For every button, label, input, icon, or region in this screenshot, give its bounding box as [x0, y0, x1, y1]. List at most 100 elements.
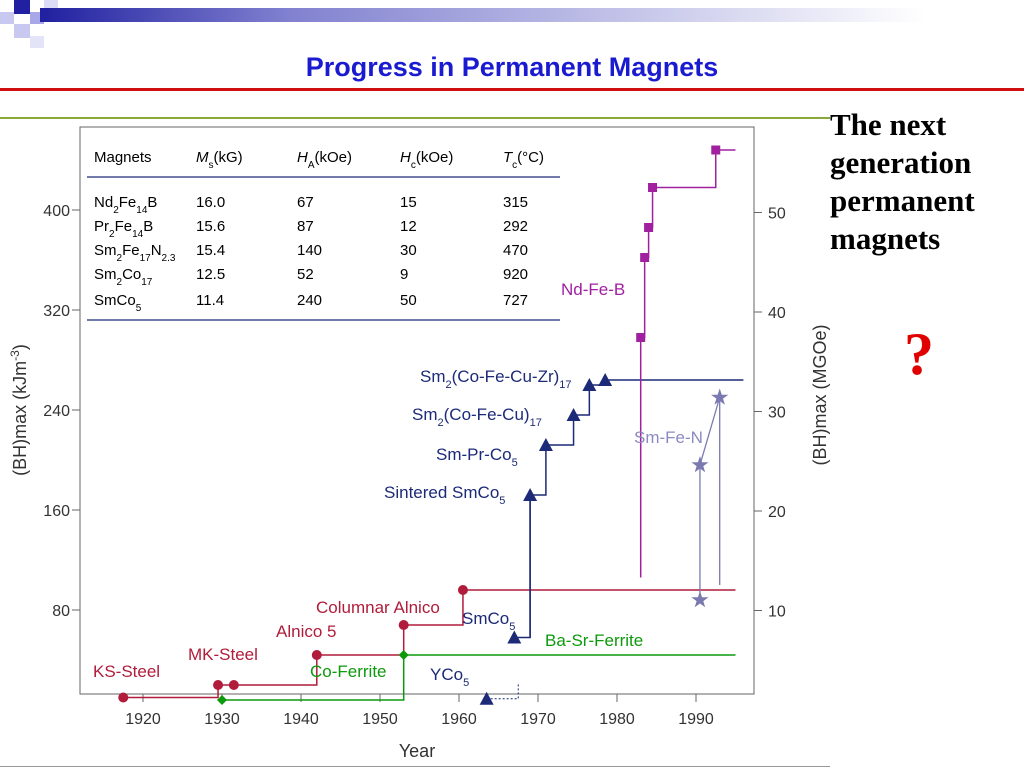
series-line	[222, 654, 736, 701]
data-point	[598, 373, 613, 386]
table-cell: 315	[503, 194, 528, 211]
x-tick-label: 1970	[520, 711, 556, 728]
slide-title: Progress in Permanent Magnets	[305, 52, 719, 82]
label-co-ferrite: Co-Ferrite	[310, 662, 387, 681]
table-cell: 30	[400, 242, 417, 259]
table-cell: 727	[503, 292, 528, 309]
data-point	[711, 388, 729, 405]
table-cell: 15.4	[196, 242, 225, 259]
table-cell: 292	[503, 218, 528, 235]
table-header-tc: Tc(°C)	[503, 149, 544, 171]
yco5-line	[486, 682, 519, 700]
data-point	[479, 691, 494, 705]
x-tick-label: 1990	[678, 711, 714, 728]
x-tick-label: 1960	[441, 711, 477, 728]
data-point	[566, 408, 581, 421]
table-cell: 67	[297, 194, 314, 211]
divider-line	[0, 117, 830, 119]
title-rule	[0, 88, 1024, 91]
y-right-tick-label: 40	[768, 305, 786, 322]
y-tick-label: 320	[43, 303, 70, 320]
label-smco5: SmCo5	[462, 609, 515, 633]
table-cell: 12	[400, 218, 417, 235]
series-line	[699, 397, 721, 600]
table-header-ms: Ms(kG)	[196, 149, 243, 171]
table-cell: 16.0	[196, 194, 225, 211]
table-cell-name: Sm2Fe17N2.3	[94, 242, 176, 264]
table-cell: 52	[297, 266, 314, 283]
data-point	[691, 456, 709, 473]
table-cell-name: SmCo5	[94, 292, 142, 314]
table-cell-name: Sm2Co17	[94, 266, 153, 288]
y-right-tick-label: 10	[768, 604, 786, 621]
table-cell-name: Nd2Fe14B	[94, 194, 157, 216]
data-point	[118, 692, 129, 703]
series-line	[514, 379, 744, 639]
x-tick-label: 1980	[599, 711, 635, 728]
data-point	[228, 680, 239, 690]
series-line	[640, 149, 736, 339]
label-yco5: YCo5	[430, 665, 469, 689]
label-columnar-alnico: Columnar Alnico	[316, 598, 440, 617]
table-cell: 11.4	[196, 292, 224, 309]
label-mk-steel: MK-Steel	[188, 645, 258, 664]
table-cell: 240	[297, 292, 322, 309]
label-ba-sr-ferrite: Ba-Sr-Ferrite	[545, 631, 643, 650]
label-sm-pr-co5: Sm-Pr-Co5	[436, 445, 518, 469]
y-tick-label: 400	[43, 203, 70, 220]
data-point	[582, 378, 597, 391]
table-cell: 15.6	[196, 218, 225, 235]
table-cell: 140	[297, 242, 322, 259]
data-point	[398, 650, 409, 660]
label-sintered-smco5: Sintered SmCo5	[384, 483, 505, 507]
properties-table: Magnets Ms(kG) HA(kOe) Hc(kOe) Tc(°C) Nd…	[87, 149, 560, 321]
y-right-tick-label: 30	[768, 405, 786, 422]
table-header-ha: HA(kOe)	[297, 149, 352, 171]
label-sm2-co-fe-cu-zr: Sm2(Co-Fe-Cu-Zr)17	[420, 367, 572, 391]
table-header-magnets: Magnets	[94, 149, 152, 166]
side-caption: The next generation permanent magnets	[830, 107, 975, 256]
table-cell: 470	[503, 242, 528, 259]
table-header-hc: Hc(kOe)	[400, 149, 453, 171]
table-cell: 12.5	[196, 266, 225, 283]
header-gradient-bar	[40, 8, 1024, 22]
data-point	[523, 488, 538, 501]
x-tick-label: 1920	[125, 711, 161, 728]
x-tick-label: 1940	[283, 711, 319, 728]
data-point	[311, 650, 322, 660]
label-nd-fe-b: Nd-Fe-B	[561, 280, 625, 299]
data-point	[457, 585, 468, 595]
label-sm-fe-n: Sm-Fe-N	[634, 428, 703, 447]
data-point	[213, 680, 224, 690]
x-tick-label: 1930	[204, 711, 240, 728]
data-point	[538, 438, 553, 451]
data-point	[648, 183, 658, 192]
table-cell: 50	[400, 292, 417, 309]
data-point	[711, 145, 721, 155]
table-cell: 920	[503, 266, 528, 283]
question-mark: ?	[904, 321, 934, 387]
x-axis-label: Year	[399, 741, 435, 761]
table-cell: 15	[400, 194, 417, 211]
y-axis-label-left: (BH)max (kJm-3)	[8, 344, 30, 476]
magnet-progress-chart: 1920 1930 1940 1950 1960 1970 1980 1990 80 160 240…	[8, 126, 830, 761]
y-tick-label: 80	[52, 603, 70, 620]
y-right-tick-label: 50	[768, 206, 786, 223]
table-cell-name: Pr2Fe14B	[94, 218, 153, 240]
label-sm2-co-fe-cu: Sm2(Co-Fe-Cu)17	[412, 405, 542, 429]
bottom-rule	[0, 766, 830, 767]
data-point	[398, 620, 409, 630]
data-point	[636, 333, 646, 342]
x-tick-label: 1950	[362, 711, 398, 728]
data-point	[217, 695, 227, 705]
table-cell: 9	[400, 266, 408, 283]
y-tick-label: 160	[43, 503, 70, 520]
y-tick-label: 240	[43, 403, 70, 420]
table-cell: 87	[297, 218, 314, 235]
data-point	[640, 253, 650, 262]
label-ks-steel: KS-Steel	[93, 662, 160, 681]
label-alnico5: Alnico 5	[276, 622, 336, 641]
data-point	[691, 591, 709, 608]
data-point	[507, 630, 522, 644]
data-point	[644, 223, 654, 232]
